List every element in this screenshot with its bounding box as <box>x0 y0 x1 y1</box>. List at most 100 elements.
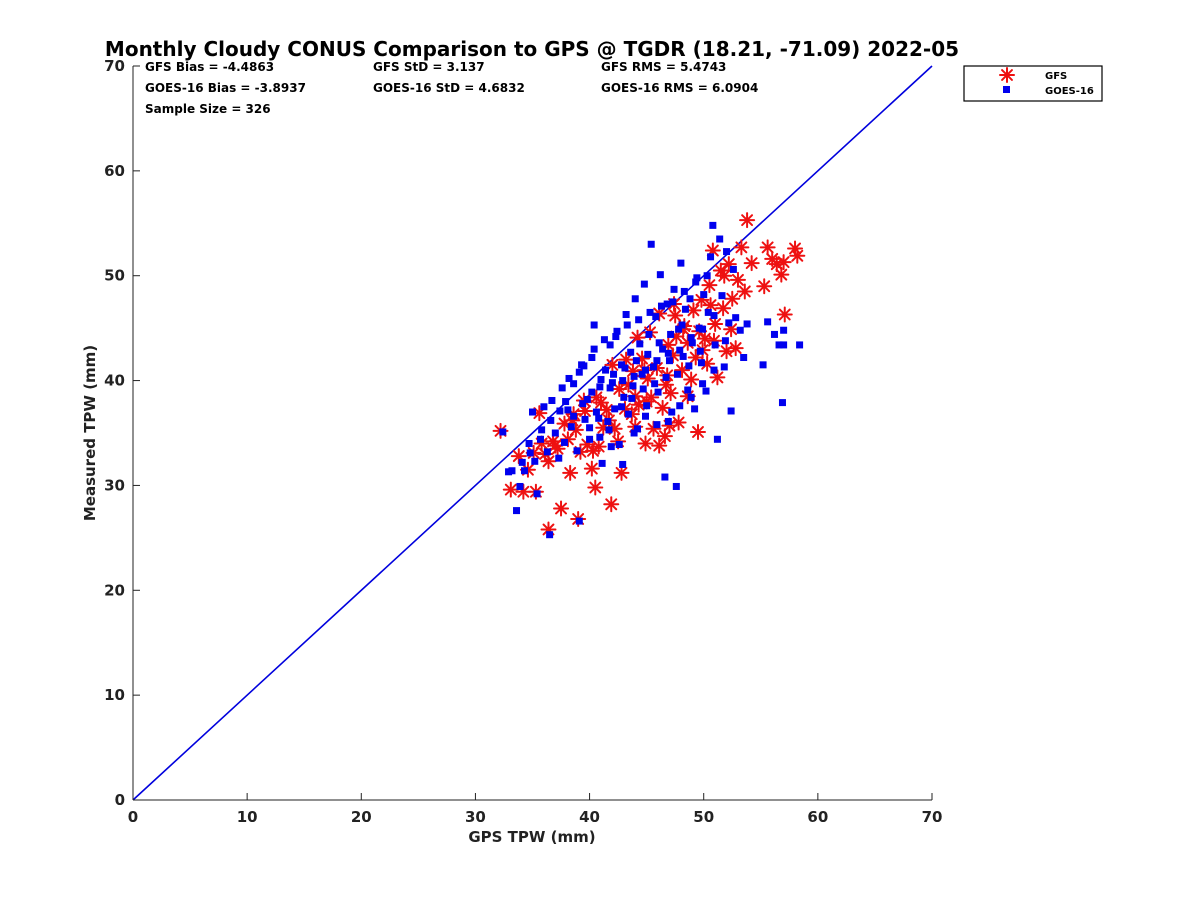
gfs-point <box>611 380 628 397</box>
goes16-point <box>615 441 623 449</box>
goes16-point <box>518 458 526 466</box>
goes16-point <box>686 295 694 303</box>
gfs-point <box>584 442 601 459</box>
goes16-point <box>570 380 578 388</box>
gfs-point <box>562 464 579 481</box>
goes16-point <box>732 314 740 322</box>
goes16-point <box>711 341 719 349</box>
goes16-point <box>759 361 767 369</box>
goes16-point <box>611 405 619 413</box>
goes16-point <box>540 403 548 411</box>
gfs-point <box>667 307 684 324</box>
goes16-point <box>606 384 614 392</box>
goes16-point <box>679 352 687 360</box>
goes16-bias-stat: GOES-16 Bias = -3.8937 <box>145 81 306 95</box>
goes16-point <box>668 408 676 416</box>
goes16-point <box>780 341 788 349</box>
goes16-point <box>531 457 539 465</box>
goes16-point <box>707 253 715 261</box>
goes16-point <box>607 443 615 451</box>
goes16-point <box>623 321 631 329</box>
legend-goes16-marker <box>1003 86 1010 93</box>
goes16-point <box>595 414 603 422</box>
goes16-point <box>649 363 657 371</box>
goes16-point <box>499 428 507 436</box>
goes16-point <box>621 364 629 372</box>
goes16-point <box>727 407 735 415</box>
goes16-point <box>643 402 651 410</box>
goes16-point <box>600 336 608 344</box>
goes16-point <box>685 362 693 370</box>
goes16-std-stat: GOES-16 StD = 4.6832 <box>373 81 525 95</box>
goes16-point <box>681 305 689 313</box>
y-tick-label: 50 <box>104 267 125 285</box>
goes16-point <box>680 287 688 295</box>
goes16-point <box>640 280 648 288</box>
goes16-point <box>654 388 662 396</box>
goes16-point <box>775 341 783 349</box>
goes16-point <box>620 393 628 401</box>
goes16-point <box>558 384 566 392</box>
gfs-point <box>547 437 564 454</box>
goes16-point <box>590 345 598 353</box>
gfs-point <box>603 496 620 513</box>
goes16-point <box>627 348 635 356</box>
gfs-point <box>759 239 776 256</box>
goes16-point <box>630 372 638 380</box>
goes16-series <box>499 221 804 539</box>
goes16-point <box>676 346 684 354</box>
goes16-point <box>596 433 604 441</box>
goes16-point <box>656 271 664 279</box>
goes16-point <box>533 490 541 498</box>
gfs-point <box>727 340 744 357</box>
goes16-point <box>546 531 554 539</box>
legend-goes16-label: GOES-16 <box>1045 86 1094 97</box>
goes16-point <box>672 482 680 490</box>
goes16-point <box>702 387 710 395</box>
legend-gfs-label: GFS <box>1045 71 1067 82</box>
goes16-point <box>564 406 572 414</box>
gfs-point <box>756 278 773 295</box>
goes16-point <box>639 385 647 393</box>
reference-line <box>132 65 933 801</box>
goes16-point <box>677 259 685 267</box>
gfs-bias-stat: GFS Bias = -4.4863 <box>145 60 274 74</box>
gfs-point <box>724 290 741 307</box>
x-tick-label: 30 <box>465 808 486 826</box>
gfs-point <box>604 356 621 373</box>
goes16-point <box>613 327 621 335</box>
y-tick-label: 40 <box>104 372 125 390</box>
gfs-point <box>773 266 790 283</box>
gfs-point <box>540 453 557 470</box>
goes16-point <box>590 321 598 329</box>
axes: 0 10 20 30 40 50 60 70 0 10 20 30 40 50 60 70 <box>104 57 942 826</box>
x-tick-label: 60 <box>807 808 828 826</box>
gfs-point <box>690 423 707 440</box>
goes16-point <box>630 429 638 437</box>
goes16-point <box>740 354 748 362</box>
goes16-point <box>691 405 699 413</box>
sample-size-stat: Sample Size = 326 <box>145 102 271 116</box>
goes16-point <box>622 311 630 319</box>
gfs-point <box>775 254 792 271</box>
goes16-point <box>618 403 626 411</box>
stats-block: GFS Bias = -4.4863 GFS StD = 3.137 GFS R… <box>145 60 758 116</box>
goes16-point <box>560 438 568 446</box>
goes16-point <box>653 421 661 429</box>
goes16-point <box>699 380 707 388</box>
goes16-point <box>580 362 588 370</box>
goes16-point <box>565 374 573 382</box>
goes16-point <box>721 337 729 345</box>
goes16-point <box>604 417 612 425</box>
goes16-point <box>709 221 717 229</box>
goes16-point <box>778 399 786 407</box>
goes16-point <box>710 366 718 374</box>
gfs-point <box>637 435 654 452</box>
gfs-std-stat: GFS StD = 3.137 <box>373 60 485 74</box>
goes16-point <box>713 435 721 443</box>
gfs-point <box>743 255 760 272</box>
goes16-point <box>704 308 712 316</box>
goes16-point <box>664 417 672 425</box>
goes16-point <box>570 412 578 420</box>
